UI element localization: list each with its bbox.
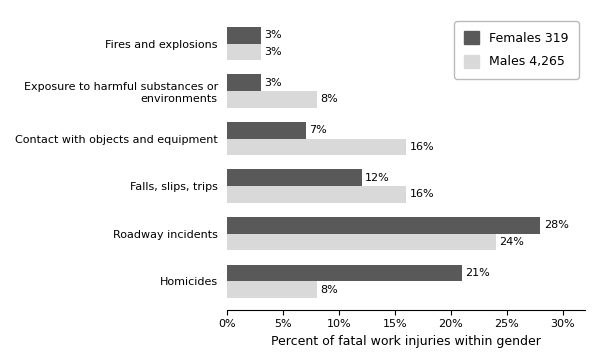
Bar (227, 139, 406, 155)
Text: 21%: 21% (466, 268, 490, 278)
Text: 7%: 7% (309, 125, 327, 135)
Text: 3%: 3% (265, 47, 282, 57)
Bar (227, 217, 541, 234)
Bar (227, 122, 305, 139)
X-axis label: Percent of fatal work injuries within gender: Percent of fatal work injuries within ge… (271, 335, 541, 348)
Bar (227, 74, 261, 91)
Bar (227, 234, 496, 250)
Bar (227, 281, 317, 298)
Text: 8%: 8% (320, 94, 338, 105)
Bar (227, 91, 317, 108)
Text: 16%: 16% (410, 189, 434, 199)
Legend: Females 319, Males 4,265: Females 319, Males 4,265 (454, 21, 579, 78)
Text: 3%: 3% (265, 78, 282, 88)
Bar (227, 44, 261, 60)
Text: 8%: 8% (320, 285, 338, 294)
Bar (227, 265, 462, 281)
Text: 12%: 12% (365, 173, 389, 183)
Text: 24%: 24% (499, 237, 524, 247)
Text: 28%: 28% (544, 220, 569, 231)
Text: 3%: 3% (265, 30, 282, 40)
Bar (227, 186, 406, 203)
Text: 16%: 16% (410, 142, 434, 152)
Bar (227, 170, 362, 186)
Bar (227, 27, 261, 44)
